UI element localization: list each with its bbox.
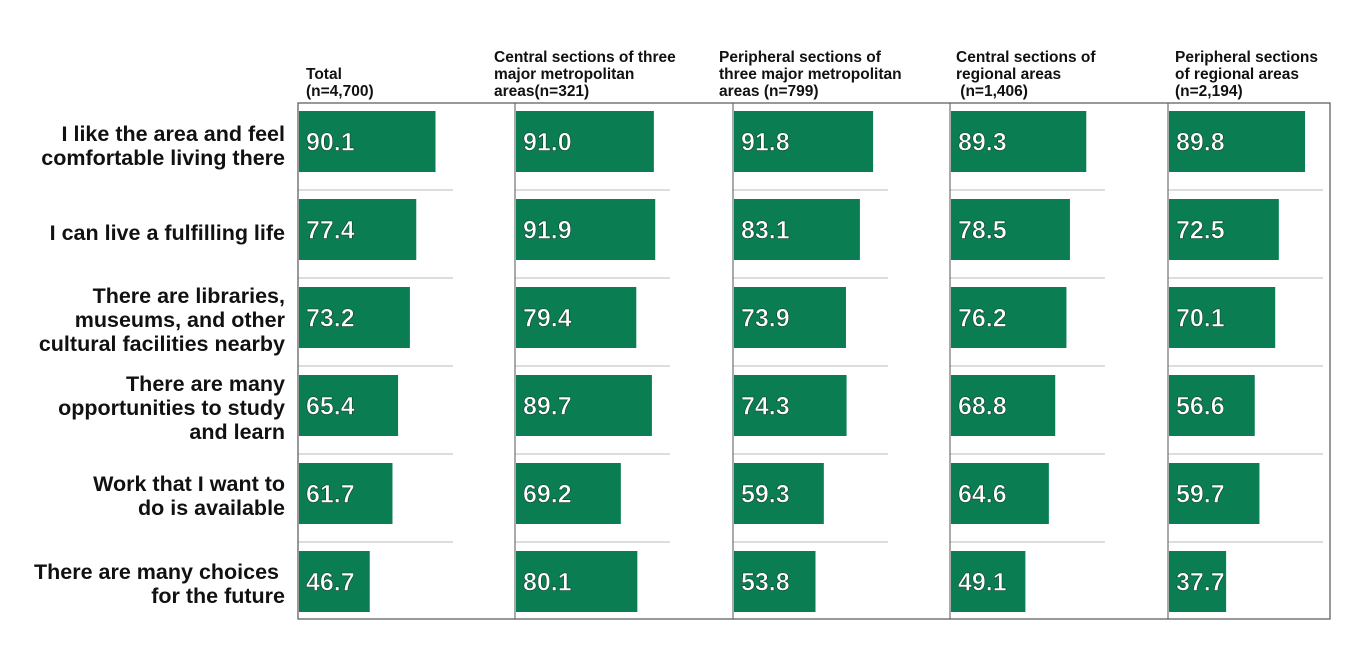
bar [516, 375, 652, 436]
bar-value-label: 64.6 [958, 481, 1007, 509]
category-label-study: There are many opportunities to study an… [4, 364, 285, 452]
bar [951, 287, 1067, 348]
bar [516, 111, 654, 172]
bar [951, 551, 1026, 612]
bar-value-label: 70.1 [1176, 305, 1225, 333]
bar [951, 199, 1070, 260]
bar-value-label: 89.8 [1176, 129, 1225, 157]
column-header-peripheral-regional: Peripheral sections of regional areas (n… [1175, 36, 1360, 100]
bar-value-label: 68.8 [958, 393, 1007, 421]
bar [1169, 463, 1260, 524]
category-label-text: I can live a fulfilling life [49, 221, 285, 245]
bar [516, 463, 621, 524]
bar [1169, 111, 1306, 172]
bar [951, 111, 1087, 172]
bar-value-label: 59.3 [741, 481, 790, 509]
bar [951, 463, 1049, 524]
bar [951, 375, 1056, 436]
bar [734, 463, 824, 524]
bar [516, 287, 637, 348]
bar [734, 199, 860, 260]
bar-value-label: 59.7 [1176, 481, 1225, 509]
category-label-text: Work that I want to do is available [93, 472, 285, 520]
bar-value-label: 90.1 [306, 129, 355, 157]
category-label-text: There are many opportunities to study an… [58, 372, 285, 444]
bar-value-label: 53.8 [741, 569, 790, 597]
column-header-text: Total (n=4,700) [306, 66, 374, 100]
column-header-central-metropolitan: Central sections of three major metropol… [494, 36, 710, 100]
category-label-comfortable: I like the area and feel comfortable liv… [4, 104, 285, 188]
bar-value-label: 61.7 [306, 481, 355, 509]
bar [734, 375, 847, 436]
bar-value-label: 46.7 [306, 569, 355, 597]
bar-value-label: 73.2 [306, 305, 355, 333]
column-header-peripheral-metropolitan: Peripheral sections of three major metro… [719, 36, 935, 100]
column-header-text: Central sections of three major metropol… [494, 49, 676, 100]
category-label-text: There are libraries, museums, and other … [38, 284, 285, 356]
bar [299, 551, 370, 612]
category-label-text: There are many choices for the future [34, 560, 285, 608]
bar [1169, 199, 1279, 260]
bar-value-label: 65.4 [306, 393, 355, 421]
category-label-work: Work that I want to do is available [4, 452, 285, 540]
bar-value-label: 77.4 [306, 217, 355, 245]
bar [299, 111, 436, 172]
bar-value-label: 91.9 [523, 217, 572, 245]
bar [1169, 287, 1276, 348]
bar-value-label: 73.9 [741, 305, 790, 333]
bar-value-label: 91.8 [741, 129, 790, 157]
bar [734, 551, 816, 612]
category-label-choices: There are many choices for the future [4, 540, 285, 628]
bar-value-label: 91.0 [523, 129, 572, 157]
bar [516, 199, 656, 260]
bar [516, 551, 638, 612]
plot-frame [297, 102, 1331, 620]
bar-value-label: 78.5 [958, 217, 1007, 245]
column-header-total: Total (n=4,700) [306, 36, 522, 100]
category-label-cultural: There are libraries, museums, and other … [4, 276, 285, 364]
bar [1169, 375, 1255, 436]
bar [299, 375, 399, 436]
bar-value-label: 74.3 [741, 393, 790, 421]
bar [734, 111, 874, 172]
bar-value-label: 72.5 [1176, 217, 1225, 245]
column-header-text: Central sections of regional areas (n=1,… [956, 49, 1096, 100]
bar-value-label: 79.4 [523, 305, 572, 333]
bar-value-label: 56.6 [1176, 393, 1225, 421]
column-header-text: Peripheral sections of three major metro… [719, 49, 902, 100]
column-header-text: Peripheral sections of regional areas (n… [1175, 49, 1319, 100]
category-label-fulfilling: I can live a fulfilling life [4, 190, 285, 276]
bar-value-label: 83.1 [741, 217, 790, 245]
bar-value-label: 89.7 [523, 393, 572, 421]
bar [734, 287, 846, 348]
column-header-central-regional: Central sections of regional areas (n=1,… [956, 36, 1172, 100]
bar-value-label: 80.1 [523, 569, 572, 597]
bar-value-label: 69.2 [523, 481, 572, 509]
bar-value-label: 89.3 [958, 129, 1007, 157]
bar-value-label: 49.1 [958, 569, 1007, 597]
bar [299, 287, 410, 348]
bar [1169, 551, 1227, 612]
bar-value-label: 76.2 [958, 305, 1007, 333]
bar [299, 199, 417, 260]
category-label-text: I like the area and feel comfortable liv… [41, 122, 285, 170]
bar-value-label: 37.7 [1176, 569, 1225, 597]
bar [299, 463, 393, 524]
